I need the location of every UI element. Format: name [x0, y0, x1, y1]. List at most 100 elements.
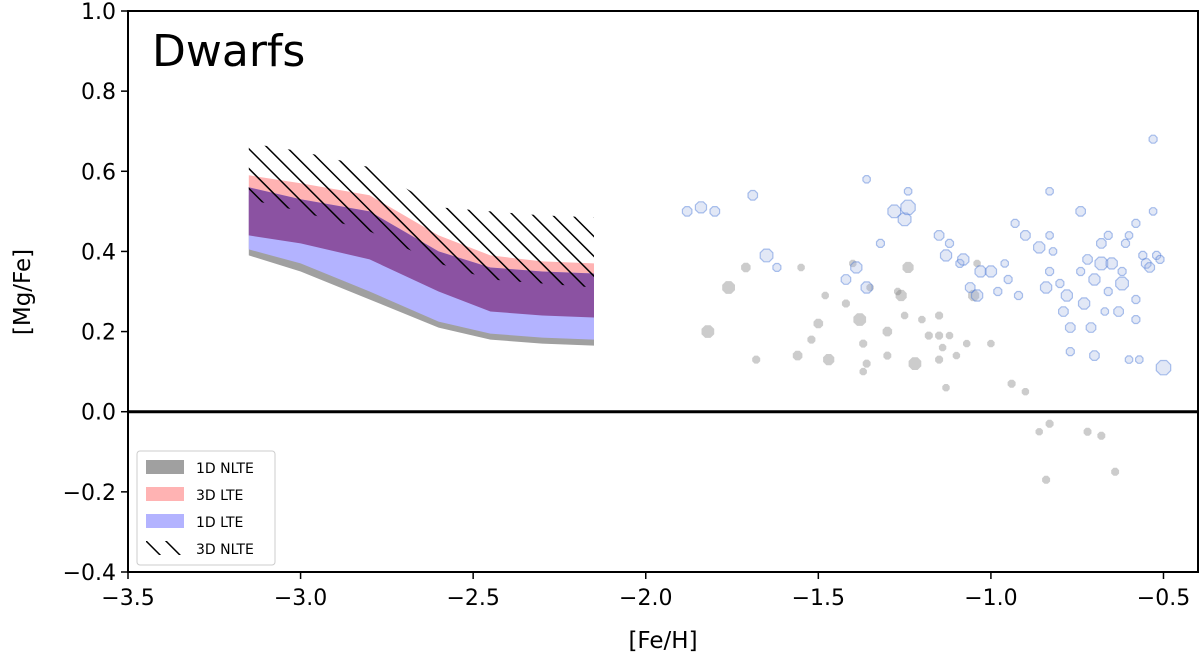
x-tick-label: −3.5 [101, 586, 154, 611]
data-point [862, 359, 871, 368]
y-tick-label: 0.0 [81, 401, 116, 426]
data-point [924, 331, 933, 340]
data-point [1148, 207, 1158, 216]
legend-swatch [146, 514, 184, 528]
legend-item: 3D NLTE [146, 541, 254, 558]
data-point [1120, 238, 1131, 248]
legend-swatch [146, 487, 184, 501]
data-point [701, 325, 715, 338]
data-point [1010, 218, 1020, 228]
data-point [1003, 274, 1013, 285]
data-point [1105, 257, 1118, 270]
data-point [968, 289, 980, 302]
series-gray-stars [701, 259, 1120, 484]
data-point [1095, 238, 1107, 249]
legend-label: 1D NLTE [196, 461, 254, 477]
model-bands [248, 143, 595, 346]
legend-item: 1D LTE [146, 514, 243, 531]
data-point [1151, 250, 1162, 260]
data-point [862, 175, 871, 184]
y-tick-label: −0.4 [63, 561, 116, 586]
data-point [974, 265, 987, 278]
data-point [859, 339, 868, 348]
data-point [1134, 355, 1144, 364]
data-point [1097, 431, 1106, 440]
data-point [935, 331, 944, 340]
y-tick-label: 0.4 [81, 240, 116, 265]
data-point [1088, 273, 1101, 286]
legend-label: 3D NLTE [196, 542, 254, 558]
legend-label: 3D LTE [196, 488, 243, 504]
data-point [944, 238, 955, 248]
data-point [908, 357, 922, 370]
data-point [942, 384, 950, 392]
data-point [1138, 250, 1148, 260]
x-axis-label: [Fe/H] [628, 628, 697, 654]
data-point [1124, 355, 1134, 364]
data-point [984, 265, 998, 278]
data-point [841, 299, 850, 308]
data-point [987, 339, 995, 348]
plot-frame [127, 10, 1199, 573]
data-point [897, 212, 912, 227]
legend-swatch [146, 541, 184, 555]
data-point [1115, 276, 1130, 291]
data-point [900, 199, 916, 216]
data-point [859, 367, 867, 376]
data-point [797, 263, 805, 272]
legend-swatch [146, 460, 184, 474]
data-point [1019, 230, 1031, 241]
data-point [952, 351, 961, 360]
data-point [939, 249, 953, 262]
x-tick-label: −1.5 [792, 586, 845, 611]
data-point [813, 318, 824, 329]
data-point [938, 343, 947, 352]
data-point [850, 261, 863, 274]
data-point [875, 238, 886, 248]
data-point [963, 339, 971, 348]
x-tick-label: −3.0 [274, 586, 327, 611]
data-point [1155, 359, 1172, 376]
band-3d-nlte [248, 143, 595, 288]
data-point [1083, 427, 1092, 436]
data-point [823, 354, 835, 366]
data-point [866, 283, 874, 292]
data-point [1089, 350, 1100, 361]
data-point [1117, 266, 1127, 277]
data-point [883, 351, 892, 360]
data-point [900, 311, 909, 320]
data-point [1094, 256, 1109, 271]
data-point [752, 355, 761, 364]
data-point [1144, 262, 1156, 273]
data-point [1131, 294, 1141, 305]
data-point [1013, 290, 1024, 301]
data-point [1131, 315, 1141, 325]
data-point [807, 335, 816, 344]
data-point [853, 313, 867, 326]
data-point [681, 206, 693, 217]
legend-label: 1D LTE [196, 515, 243, 531]
y-tick-label: 1.0 [81, 0, 116, 25]
legend-item: 1D NLTE [146, 460, 254, 477]
data-point [1032, 241, 1046, 254]
data-point [1100, 307, 1110, 316]
data-point [1075, 206, 1087, 217]
star-scatter [681, 134, 1172, 484]
data-point [1082, 254, 1093, 265]
data-point [722, 281, 735, 294]
data-point [955, 258, 965, 268]
data-point [1131, 218, 1141, 228]
data-point [1044, 266, 1055, 277]
data-point [1140, 258, 1152, 269]
data-point [1103, 230, 1113, 240]
data-point [935, 311, 944, 320]
data-point [694, 201, 708, 214]
data-point [849, 259, 857, 268]
data-point [1045, 419, 1054, 428]
data-point [772, 262, 782, 272]
data-point [957, 253, 970, 266]
panel-title: Dwarfs [152, 26, 305, 77]
data-point [1000, 259, 1010, 268]
legend-item: 3D LTE [146, 487, 243, 504]
